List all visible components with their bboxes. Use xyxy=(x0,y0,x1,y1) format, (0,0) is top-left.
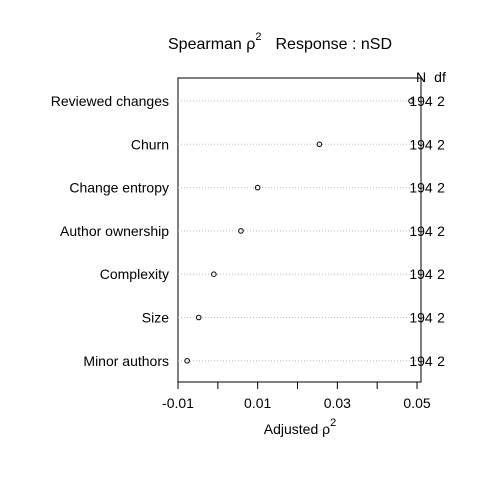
category-label-1: Churn xyxy=(131,136,169,152)
x-axis: -0.01 0.01 0.03 0.05 xyxy=(162,382,431,411)
x-tick-label-4: 0.03 xyxy=(324,395,351,411)
title-response: Response : nSD xyxy=(276,36,393,53)
data-point-0 xyxy=(408,98,414,104)
x-axis-label-text: Adjusted ρ xyxy=(264,421,330,437)
guide-lines xyxy=(178,100,421,362)
x-tick-label-6: 0.05 xyxy=(403,395,430,411)
title-superscript: 2 xyxy=(255,31,261,43)
n-value-2: 194 xyxy=(409,180,433,196)
data-point-2 xyxy=(254,184,261,191)
n-value-4: 194 xyxy=(409,266,433,282)
category-label-0: Reviewed changes xyxy=(51,93,169,109)
df-value-6: 2 xyxy=(437,353,445,369)
category-label-5: Size xyxy=(142,310,169,326)
x-tick-label-2: 0.01 xyxy=(244,395,271,411)
x-axis-label-superscript: 2 xyxy=(330,417,336,429)
n-value-0: 194 xyxy=(409,93,433,109)
data-point-3 xyxy=(238,228,244,234)
header-df: df xyxy=(434,69,446,85)
data-point-1 xyxy=(316,141,323,148)
category-label-6: Minor authors xyxy=(83,353,169,369)
category-label-2: Change entropy xyxy=(69,180,169,196)
x-tick-label-0: -0.01 xyxy=(162,395,194,411)
df-value-4: 2 xyxy=(437,266,445,282)
category-label-4: Complexity xyxy=(100,266,169,282)
df-value-2: 2 xyxy=(437,180,445,196)
data-points xyxy=(184,98,414,364)
chart-title: Spearman ρ2 Response : nSD xyxy=(168,31,392,53)
category-labels: Reviewed changes Churn Change entropy Autho… xyxy=(51,93,170,369)
data-point-5 xyxy=(195,314,202,321)
category-label-3: Author ownership xyxy=(60,223,169,239)
df-value-0: 2 xyxy=(437,93,445,109)
data-point-4 xyxy=(211,271,217,278)
n-value-5: 194 xyxy=(409,310,433,326)
n-value-1: 194 xyxy=(409,136,433,152)
header-n: N xyxy=(416,69,426,85)
n-value-6: 194 xyxy=(409,353,433,369)
plot-frame xyxy=(177,77,422,383)
df-value-1: 2 xyxy=(437,136,445,152)
df-value-3: 2 xyxy=(437,223,445,239)
title-prefix: Spearman ρ xyxy=(168,36,255,53)
n-value-3: 194 xyxy=(409,223,433,239)
df-value-5: 2 xyxy=(437,310,445,326)
x-axis-label: Adjusted ρ2 xyxy=(264,417,336,437)
data-point-6 xyxy=(184,358,190,364)
